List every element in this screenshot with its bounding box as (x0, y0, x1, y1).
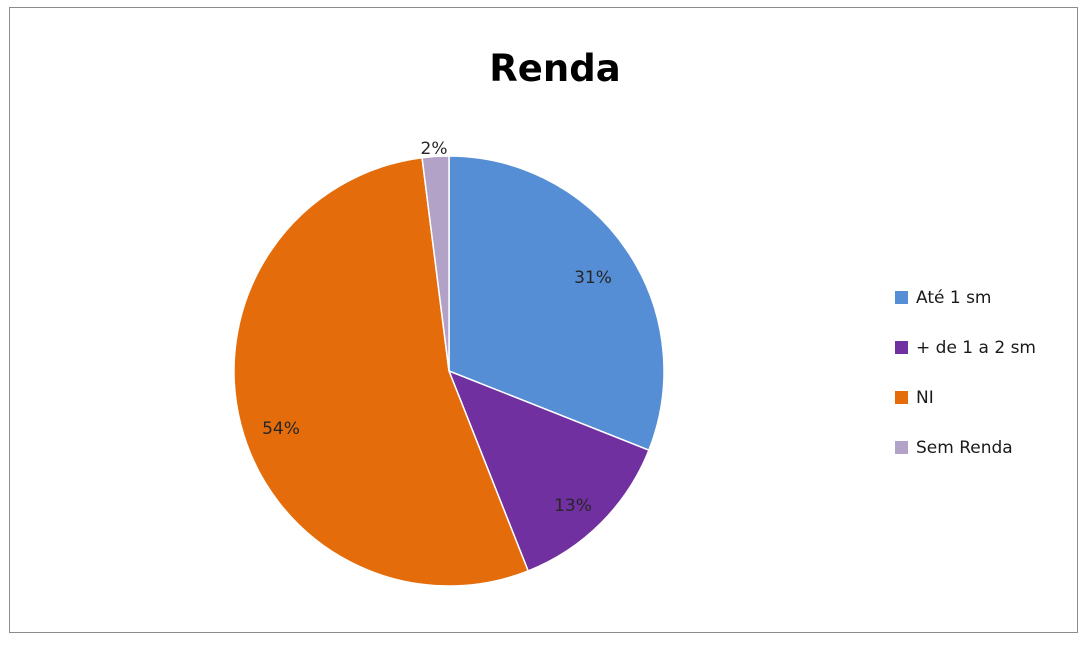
legend-label-sem-renda: Sem Renda (916, 438, 1013, 458)
data-label-sem-renda: 2% (421, 139, 448, 159)
legend-swatch-sem-renda (895, 441, 908, 454)
legend-label-de-1-a-2-sm: + de 1 a 2 sm (916, 338, 1036, 358)
chart-title: Renda (489, 47, 620, 90)
data-label-ate-1-sm: 31% (574, 268, 612, 288)
legend-swatch-de-1-a-2-sm (895, 341, 908, 354)
pie-slice-ni (233, 156, 530, 587)
pie-slices (233, 155, 665, 587)
data-label-ni: 54% (262, 419, 300, 439)
legend: Até 1 sm + de 1 a 2 sm NI Sem Renda (895, 288, 1036, 458)
data-label-de-1-a-2-sm: 13% (554, 496, 592, 516)
pie-slice-ate-1-sm (448, 155, 665, 452)
data-labels: 31% 13% 54% 2% (262, 139, 612, 516)
pie-chart: Renda 31% 13% 54% 2% Até 1 sm + de 1 a 2 sm N… (233, 47, 1036, 587)
legend-label-ni: NI (916, 388, 934, 408)
legend-label-ate-1-sm: Até 1 sm (916, 288, 992, 308)
legend-swatch-ni (895, 391, 908, 404)
pie-slice-sem-renda (421, 155, 450, 372)
pie-slice-de-1-a-2-sm (447, 369, 650, 572)
chart-area: Renda 31% 13% 54% 2% Até 1 sm + de 1 a 2 sm N… (9, 7, 1078, 633)
legend-swatch-ate-1-sm (895, 291, 908, 304)
